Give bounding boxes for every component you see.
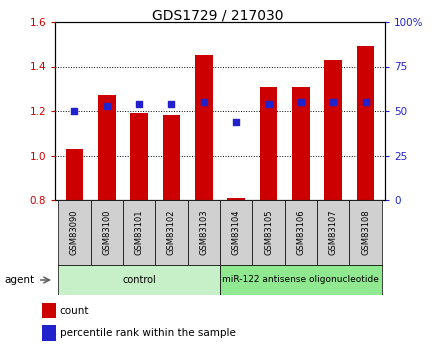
Text: GSM83102: GSM83102 [167,210,176,255]
FancyBboxPatch shape [316,200,349,265]
Text: control: control [122,275,156,285]
Point [103,103,110,108]
Bar [162,116,180,200]
Bar [130,113,148,200]
Text: GSM83090: GSM83090 [70,210,79,255]
Text: GSM83103: GSM83103 [199,210,208,255]
FancyBboxPatch shape [123,200,155,265]
FancyBboxPatch shape [58,200,90,265]
Bar [66,149,83,200]
Text: count: count [59,306,89,316]
Point [329,99,336,105]
Bar [43,303,56,318]
FancyBboxPatch shape [90,200,123,265]
Text: GDS1729 / 217030: GDS1729 / 217030 [151,9,283,23]
Text: GSM83106: GSM83106 [296,210,305,255]
Point [232,119,239,125]
Bar [43,325,56,341]
Text: miR-122 antisense oligonucleotide: miR-122 antisense oligonucleotide [222,276,378,285]
Bar [227,198,244,200]
FancyBboxPatch shape [220,200,252,265]
FancyBboxPatch shape [155,200,187,265]
Bar [324,60,342,200]
Point [200,99,207,105]
Bar [291,87,309,200]
FancyBboxPatch shape [349,200,381,265]
Point [297,99,304,105]
Bar [98,96,115,200]
Text: GSM83101: GSM83101 [134,210,143,255]
Bar [259,87,277,200]
FancyBboxPatch shape [220,265,381,295]
Point [264,101,271,107]
FancyBboxPatch shape [284,200,316,265]
Text: GSM83108: GSM83108 [360,210,369,255]
Point [361,99,368,105]
Point [135,101,142,107]
FancyBboxPatch shape [187,200,220,265]
Bar [356,47,374,200]
Point [71,108,78,114]
Bar [194,56,212,200]
Text: GSM83100: GSM83100 [102,210,111,255]
Text: agent: agent [4,275,34,285]
Point [168,101,174,107]
Text: GSM83105: GSM83105 [263,210,273,255]
Text: percentile rank within the sample: percentile rank within the sample [59,328,235,338]
FancyBboxPatch shape [58,265,220,295]
Text: GSM83107: GSM83107 [328,210,337,255]
Text: GSM83104: GSM83104 [231,210,240,255]
FancyBboxPatch shape [252,200,284,265]
